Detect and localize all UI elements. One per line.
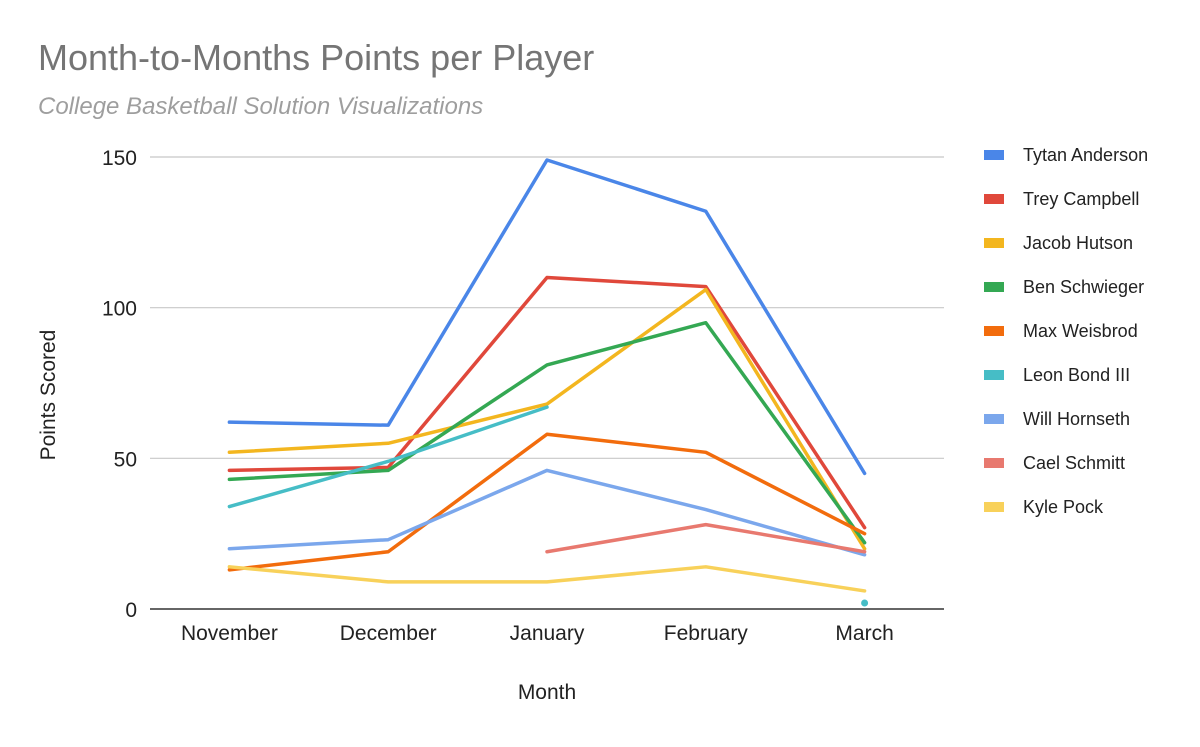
series-7 [545,522,867,554]
legend-item: Will Hornseth [984,409,1130,429]
series-5 [227,405,869,607]
legend-item: Jacob Hutson [984,233,1133,253]
series-0 [227,158,867,476]
legend-item: Kyle Pock [984,497,1104,517]
series-6 [227,468,867,557]
legend-label: Tytan Anderson [1023,145,1148,165]
series-lines [227,158,869,607]
y-tick-label: 150 [102,147,137,170]
legend-label: Jacob Hutson [1023,233,1133,253]
legend-item: Cael Schmitt [984,453,1125,473]
series-line [227,468,867,557]
legend-swatch [984,238,1004,248]
legend-item: Trey Campbell [984,189,1139,209]
chart-title: Month-to-Months Points per Player [38,37,594,78]
gridlines [150,156,944,459]
legend: Tytan Anderson Trey Campbell Jacob Hutson B… [984,145,1148,517]
series-line [227,158,867,476]
legend-swatch [984,414,1004,424]
series-1 [227,275,867,530]
legend-item: Leon Bond III [984,365,1130,385]
legend-label: Kyle Pock [1023,497,1104,517]
x-axis-ticks: November December January February March [181,622,894,645]
legend-label: Will Hornseth [1023,409,1130,429]
x-tick-label: January [510,622,585,645]
legend-label: Cael Schmitt [1023,453,1125,473]
y-axis-ticks: 0 50 100 150 [102,147,137,622]
x-axis-label: Month [518,681,576,704]
legend-item: Tytan Anderson [984,145,1148,165]
series-point [861,599,869,607]
legend-item: Max Weisbrod [984,321,1138,341]
x-tick-label: March [835,622,893,645]
series-2 [227,287,867,551]
legend-label: Ben Schwieger [1023,277,1144,297]
legend-label: Max Weisbrod [1023,321,1138,341]
x-tick-label: February [664,622,749,645]
y-tick-label: 50 [114,448,137,471]
series-4 [227,432,867,572]
legend-swatch [984,150,1004,160]
y-tick-label: 100 [102,298,137,321]
x-tick-label: December [340,622,437,645]
chart-subtitle: College Basketball Solution Visualizatio… [38,93,483,120]
series-3 [227,320,867,545]
legend-swatch [984,502,1004,512]
x-tick-label: November [181,622,278,645]
legend-swatch [984,458,1004,468]
legend-swatch [984,326,1004,336]
series-line [227,432,867,572]
legend-swatch [984,282,1004,292]
series-line [227,405,549,509]
legend-swatch [984,194,1004,204]
legend-swatch [984,370,1004,380]
y-tick-label: 0 [125,599,137,622]
series-line [227,275,867,530]
series-line [227,320,867,545]
series-line [227,287,867,551]
series-line [227,565,867,593]
legend-item: Ben Schwieger [984,277,1144,297]
y-axis-label: Points Scored [37,330,60,461]
series-line [545,522,867,554]
legend-label: Trey Campbell [1023,189,1139,209]
legend-label: Leon Bond III [1023,365,1130,385]
series-8 [227,565,867,593]
